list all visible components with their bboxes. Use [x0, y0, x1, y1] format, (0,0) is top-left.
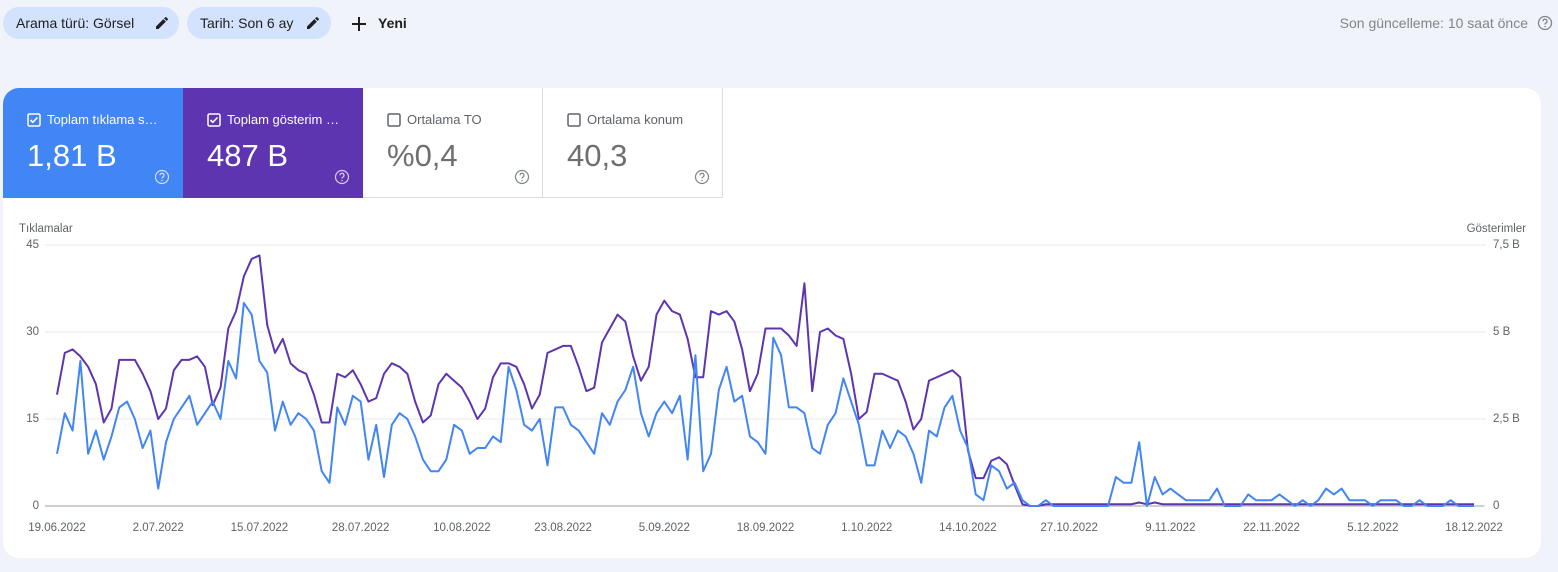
help-icon[interactable]	[154, 169, 170, 185]
x-tick-label: 9.11.2022	[1145, 522, 1195, 534]
y-tick-label: 0	[33, 500, 39, 512]
metric-card[interactable]: Ortalama konum 40,3	[543, 88, 723, 198]
new-filter-button[interactable]: Yeni	[350, 7, 407, 39]
edit-icon	[307, 16, 319, 29]
x-tick-label: 1.10.2022	[841, 522, 892, 534]
button-label: Yeni	[378, 15, 407, 31]
x-tick-label: 28.07.2022	[332, 522, 390, 534]
x-tick-label: 5.09.2022	[639, 522, 690, 534]
last-update: Son güncelleme: 10 saat önce	[1339, 15, 1528, 31]
metric-value: 1,81 B	[27, 138, 117, 173]
metric-value: 487 B	[207, 138, 289, 173]
x-tick-label: 2.07.2022	[133, 522, 184, 534]
filter-text: Arama türü: Görsel	[16, 15, 135, 31]
x-tick-label: 27.10.2022	[1040, 522, 1098, 534]
y2-tick-label: 2,5 B	[1493, 413, 1520, 425]
y-tick-label: 45	[26, 239, 39, 251]
x-tick-label: 14.10.2022	[939, 522, 997, 534]
metric-card[interactable]: Toplam gösterim … 487 B	[183, 88, 363, 198]
x-tick-label: 5.12.2022	[1347, 522, 1398, 534]
help-icon[interactable]	[1537, 15, 1553, 31]
filter-text: Tarih: Son 6 ay	[200, 15, 294, 31]
help-icon[interactable]	[694, 169, 710, 185]
y-tick-label: 15	[26, 413, 39, 425]
x-tick-label: 19.06.2022	[28, 522, 86, 534]
x-tick-label: 23.08.2022	[534, 522, 592, 534]
y-tick-label: 30	[26, 326, 39, 338]
series-line	[56, 254, 1474, 507]
y2-axis-title: Gösterimler	[1467, 223, 1527, 235]
filter-chip[interactable]: Arama türü: Görsel	[3, 7, 179, 39]
y2-tick-label: 0	[1493, 500, 1499, 512]
help-icon[interactable]	[514, 169, 530, 185]
metric-value: 40,3	[567, 138, 628, 173]
checkbox	[207, 113, 221, 127]
metric-card[interactable]: Toplam tıklama s… 1,81 B	[3, 88, 183, 198]
x-tick-label: 18.12.2022	[1445, 522, 1503, 534]
y-axis-title: Tıklamalar	[19, 223, 73, 235]
x-tick-label: 10.08.2022	[433, 522, 491, 534]
filter-chip[interactable]: Tarih: Son 6 ay	[187, 7, 331, 39]
x-tick-label: 22.11.2022	[1243, 522, 1300, 534]
metric-card[interactable]: Ortalama TO %0,4	[363, 88, 543, 198]
checkbox	[27, 113, 41, 127]
edit-icon	[156, 16, 168, 29]
x-tick-label: 15.07.2022	[231, 522, 289, 534]
metric-value: %0,4	[387, 138, 458, 173]
x-tick-label: 18.09.2022	[737, 522, 795, 534]
checkbox	[387, 113, 401, 127]
metric-label: Ortalama konum	[587, 112, 684, 127]
plus-icon	[352, 17, 366, 31]
metric-label: Ortalama TO	[407, 112, 482, 127]
help-icon[interactable]	[334, 169, 350, 185]
checkbox	[567, 113, 581, 127]
metric-label: Toplam tıklama s…	[47, 112, 158, 127]
y2-tick-label: 7,5 B	[1493, 239, 1520, 251]
metric-label: Toplam gösterim …	[227, 112, 339, 127]
series-line	[56, 302, 1474, 507]
y2-tick-label: 5 B	[1493, 326, 1511, 338]
